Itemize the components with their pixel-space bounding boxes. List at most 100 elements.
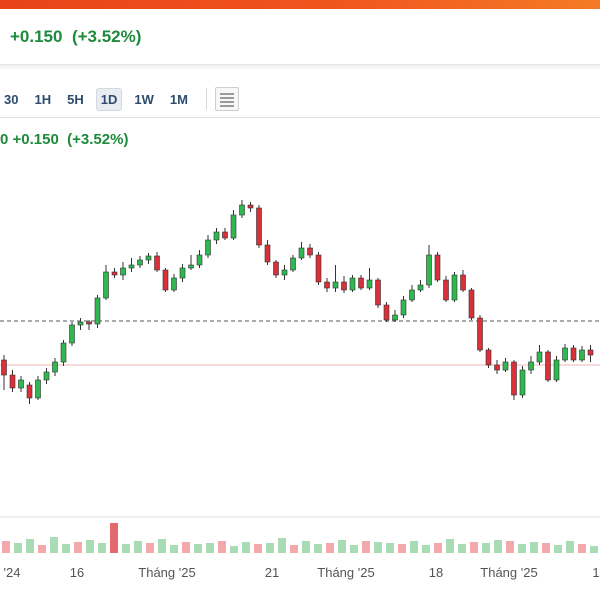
candle-body <box>587 349 594 356</box>
candle-body <box>298 247 305 259</box>
candle-body <box>460 274 466 291</box>
chart-legend: 0 +0.150 (+3.52%) <box>0 131 128 148</box>
timeframe-5h[interactable]: 5H <box>67 91 84 107</box>
candle-body <box>451 274 458 301</box>
volume-bar <box>446 539 454 553</box>
volume-bar <box>290 545 298 553</box>
volume-bar <box>326 543 334 553</box>
volume-bar <box>458 544 466 553</box>
volume-bar <box>362 541 370 553</box>
timeframe-1d[interactable]: 1D <box>95 87 123 111</box>
volume-bar <box>170 545 178 553</box>
volume-bar <box>314 544 322 553</box>
volume-bar <box>230 546 238 553</box>
x-tick-label: 16 <box>70 565 84 580</box>
candle-body <box>94 297 101 325</box>
candle-body <box>86 321 92 325</box>
candle-body <box>128 264 135 269</box>
volume-bar <box>218 541 226 553</box>
volume-bar <box>254 544 262 553</box>
candle-body <box>162 269 169 291</box>
candle-body <box>349 277 356 291</box>
timeframe-1w[interactable]: 1W <box>134 91 154 107</box>
candle-body <box>579 349 585 361</box>
volume-bar <box>374 542 382 553</box>
header-shadow <box>0 65 600 70</box>
volume-bar <box>266 543 274 553</box>
candle-body <box>528 361 534 371</box>
volume-bar <box>410 541 418 553</box>
volume-bar <box>470 542 478 553</box>
volume-bar <box>494 540 502 553</box>
legend-prefix: 0 <box>0 131 9 148</box>
timeframe-1h[interactable]: 1H <box>34 91 52 107</box>
candle-body <box>383 304 390 321</box>
candle-body <box>324 281 330 289</box>
candle-body <box>358 277 364 289</box>
candle-body <box>434 254 441 281</box>
chart-top-border <box>0 117 600 118</box>
timeframe-30[interactable]: 30 <box>4 91 19 107</box>
volume-bar <box>194 544 202 553</box>
candle-body <box>400 299 407 316</box>
volume-bar <box>278 538 286 553</box>
candle-body <box>247 204 254 209</box>
candle-body <box>485 349 492 366</box>
timeframe-1m[interactable]: 1M <box>169 91 188 107</box>
candle-body <box>154 255 160 271</box>
volume-bar <box>350 545 358 553</box>
candle-body <box>417 284 424 291</box>
volume-bar <box>530 542 538 553</box>
candle-body <box>179 267 186 279</box>
candle-body <box>103 271 109 299</box>
volume-bar <box>146 543 154 553</box>
x-tick-label: Tháng '25 <box>480 565 537 580</box>
table-view-icon[interactable] <box>214 87 239 111</box>
header-divider <box>0 64 600 65</box>
x-tick-label: 1 <box>592 565 599 580</box>
volume-bar <box>50 537 58 553</box>
candle-body <box>536 351 543 363</box>
volume-bar <box>386 543 394 553</box>
candle-body <box>77 321 84 326</box>
volume-bar <box>2 541 10 553</box>
candle-body <box>171 277 177 291</box>
volume-bar <box>302 541 310 553</box>
candle-body <box>273 261 279 276</box>
candle-body <box>409 289 415 301</box>
timeframe-toolbar: 30 1H 5H 1D 1W 1M <box>0 85 239 113</box>
toolbar-separator <box>205 88 207 110</box>
volume-bar <box>554 545 562 553</box>
candle-body <box>290 257 296 271</box>
candle-body <box>519 369 526 396</box>
brand-accent-bar <box>0 0 600 9</box>
volume-bar <box>74 542 82 553</box>
candle-body <box>511 361 517 396</box>
x-tick-label: 21 <box>265 565 279 580</box>
volume-bar <box>98 543 106 553</box>
volume-bar <box>122 544 130 553</box>
volume-bar <box>206 543 214 553</box>
candle-body <box>213 231 220 241</box>
volume-bar <box>242 542 250 553</box>
candle-body <box>392 314 398 321</box>
candle-body <box>341 281 347 291</box>
legend-change-percent: (+3.52%) <box>67 131 129 148</box>
volume-bar <box>86 540 94 553</box>
candle-body <box>230 214 237 239</box>
candle-body <box>52 361 58 373</box>
candle-body <box>281 269 288 276</box>
volume-bar <box>482 543 490 553</box>
candle-body <box>188 264 194 269</box>
volume-bar <box>38 545 46 553</box>
volume-bar <box>578 544 586 553</box>
volume-bar <box>62 544 70 553</box>
candle-body <box>502 361 509 371</box>
volume-bar <box>26 539 34 553</box>
candle-body <box>468 289 475 319</box>
x-tick-label: Tháng '25 <box>317 565 374 580</box>
candle-body <box>18 379 24 389</box>
legend-change: +0.150 <box>12 131 59 148</box>
volume-bar <box>182 542 190 553</box>
